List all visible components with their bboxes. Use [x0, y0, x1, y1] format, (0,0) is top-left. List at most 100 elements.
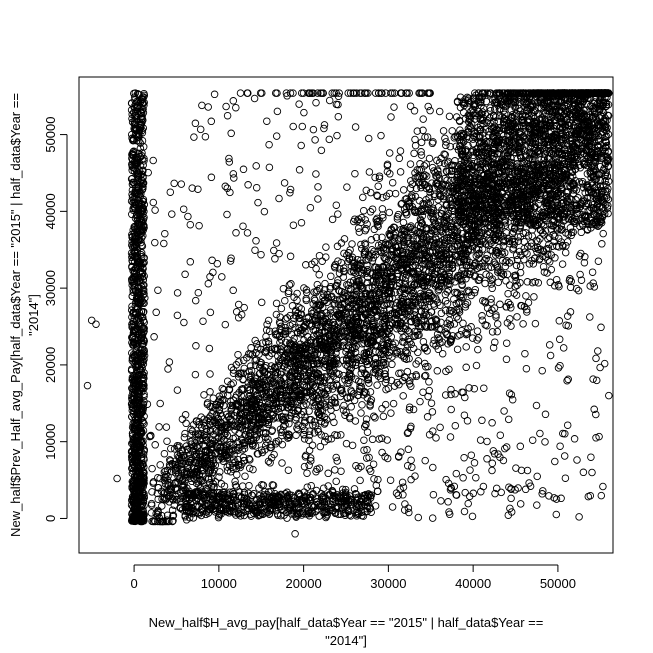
scatter-point	[391, 189, 400, 198]
scatter-point	[435, 107, 444, 116]
scatter-point	[154, 473, 162, 482]
scatter-point	[233, 470, 241, 479]
scatter-point	[178, 446, 187, 454]
scatter-point	[181, 411, 190, 419]
scatter-point	[501, 262, 510, 271]
scatter-point	[430, 336, 438, 344]
scatter-point	[283, 364, 292, 372]
scatter-point	[406, 160, 415, 168]
scatter-point	[160, 449, 169, 458]
scatter-point	[411, 331, 420, 340]
scatter-point	[548, 242, 557, 250]
scatter-point	[506, 315, 514, 323]
scatter-point	[434, 334, 442, 342]
scatter-point	[445, 112, 454, 121]
scatter-point	[603, 157, 611, 166]
scatter-point	[442, 141, 450, 150]
scatter-point	[487, 280, 496, 288]
scatter-point	[472, 238, 480, 246]
scatter-point	[316, 413, 324, 422]
scatter-point	[534, 279, 543, 287]
scatter-point	[251, 336, 259, 345]
scatter-point	[454, 315, 462, 323]
scatter-point	[453, 345, 462, 354]
scatter-point	[478, 316, 487, 324]
scatter-point	[344, 281, 353, 290]
scatter-point	[275, 332, 284, 341]
scatter-point	[583, 225, 592, 233]
scatter-point	[396, 168, 405, 176]
scatter-point	[330, 300, 338, 308]
scatter-point	[509, 245, 517, 254]
scatter-point	[247, 344, 255, 352]
scatter-point	[561, 248, 570, 257]
scatter-point	[362, 225, 370, 233]
scatter-point	[148, 464, 156, 473]
scatter-point	[473, 327, 482, 335]
scatter-point	[411, 135, 419, 144]
scatter-point	[235, 358, 243, 366]
scatter-point	[522, 292, 530, 300]
scatter-point	[478, 245, 487, 253]
scatter-point	[321, 279, 329, 288]
scatter-point	[558, 260, 567, 268]
scatter-point	[245, 464, 254, 473]
scatter-point	[327, 406, 335, 414]
scatter-point	[562, 242, 570, 250]
scatter-point	[521, 228, 530, 237]
scatter-point	[524, 298, 533, 307]
scatter-point	[323, 298, 331, 307]
scatter-point	[431, 282, 440, 290]
scatter-point	[463, 330, 472, 338]
scatter-point	[386, 170, 394, 178]
scatter-point	[424, 102, 432, 111]
scatter-point	[404, 197, 413, 206]
scatter-point	[343, 394, 352, 403]
scatter-point	[552, 224, 560, 232]
scatter-point	[207, 417, 215, 425]
scatter-point	[431, 315, 440, 324]
scatter-point	[458, 263, 467, 272]
scatter-point	[317, 417, 326, 426]
scatter-point	[425, 154, 434, 163]
scatter-point	[493, 327, 502, 336]
scatter-point	[387, 289, 396, 298]
scatter-point	[523, 278, 532, 286]
scatter-point	[576, 270, 584, 279]
scatter-point	[399, 218, 408, 227]
scatter-point	[362, 186, 371, 195]
scatter-point	[423, 133, 432, 141]
scatter-point	[241, 472, 249, 480]
scatter-point	[545, 240, 553, 249]
scatter-point	[305, 431, 314, 439]
scatter-point	[261, 433, 270, 441]
scatter-point	[422, 160, 430, 168]
scatter-point	[482, 254, 490, 263]
scatter-point	[279, 426, 287, 435]
scatter-point	[444, 264, 452, 273]
scatter-point	[169, 512, 177, 520]
scatter-point	[335, 295, 344, 304]
scatter-point	[437, 273, 445, 282]
scatter-point	[148, 488, 156, 496]
scatter-point	[284, 466, 293, 474]
scatter-point	[411, 141, 420, 150]
scatter-point	[580, 258, 589, 267]
scatter-point	[442, 242, 451, 251]
scatter-point	[187, 425, 195, 434]
scatter-point	[446, 142, 455, 151]
scatter-point	[225, 386, 234, 394]
scatter-point	[315, 251, 324, 260]
scatter-point	[513, 281, 521, 290]
scatter-point	[330, 418, 338, 427]
scatter-point	[331, 282, 340, 291]
scatter-point	[545, 258, 554, 266]
scatter-point	[577, 249, 585, 258]
scatter-point	[330, 394, 339, 402]
scatter-point	[555, 224, 563, 233]
scatter-point	[399, 186, 408, 194]
scatter-point	[305, 427, 314, 435]
scatter-point	[206, 370, 214, 378]
scatter-point	[395, 154, 404, 163]
scatter-point	[461, 303, 470, 311]
